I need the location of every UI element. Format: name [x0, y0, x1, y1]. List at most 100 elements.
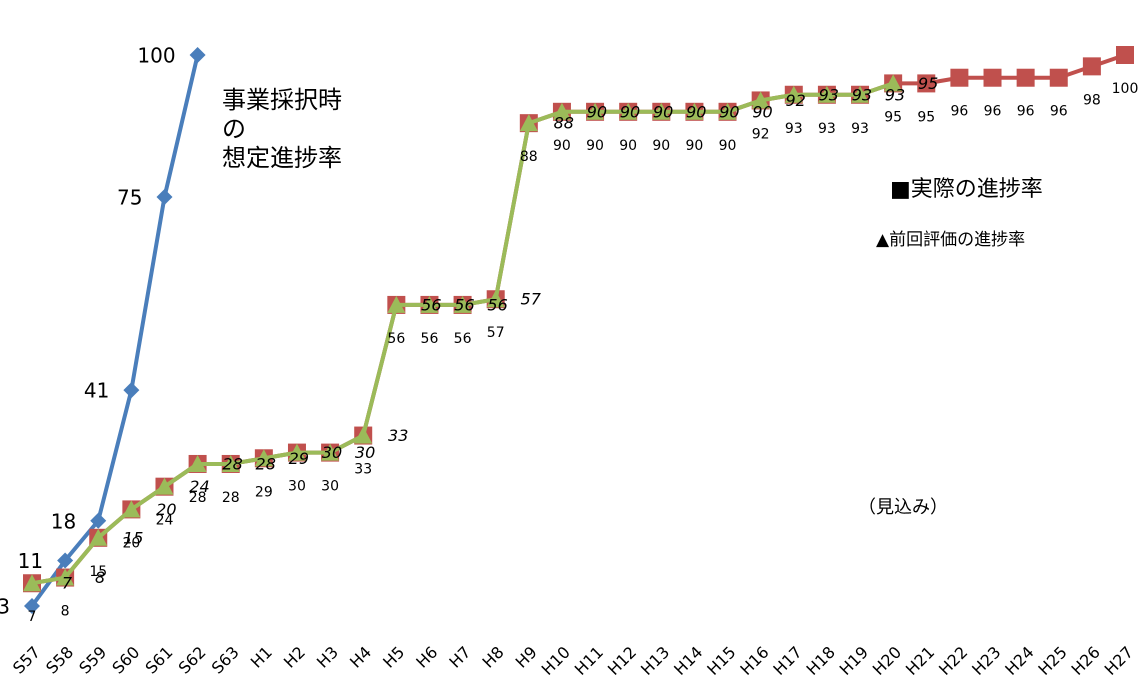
- x-tick-label: H13: [637, 643, 673, 679]
- point: [23, 574, 41, 592]
- x-tick-label: S63: [208, 643, 243, 678]
- x-tick-label: H24: [1001, 643, 1037, 679]
- data-label: 90: [719, 102, 739, 121]
- x-tick-label: H2: [280, 643, 309, 672]
- x-tick-label: H3: [313, 643, 342, 672]
- point: [751, 91, 770, 109]
- data-label: 98: [1083, 92, 1101, 108]
- point: [884, 74, 903, 92]
- x-tick-label: H16: [736, 643, 772, 679]
- annotation: （見込み）: [858, 497, 948, 518]
- point: [817, 85, 836, 103]
- data-label: 29: [255, 484, 273, 500]
- point: [718, 102, 737, 120]
- data-label: 20: [156, 500, 176, 519]
- data-label: 90: [652, 138, 670, 154]
- point: [387, 295, 406, 313]
- data-label: 24: [156, 513, 174, 529]
- data-label: 11: [18, 549, 43, 573]
- x-tick-label: H21: [902, 643, 938, 679]
- data-label: 56: [387, 331, 405, 347]
- x-tick-label: H19: [836, 643, 872, 679]
- x-tick-label: S57: [9, 643, 44, 678]
- data-label: 57: [521, 290, 542, 309]
- point: [420, 295, 439, 313]
- legend-actual: ■実際の進捗率: [890, 177, 1043, 202]
- data-label: 88: [554, 114, 574, 133]
- legend-planned: 事業採択時 の 想定進捗率: [222, 86, 342, 172]
- data-label: 15: [89, 564, 107, 580]
- point: [123, 382, 140, 399]
- x-tick-label: S60: [108, 643, 143, 678]
- point: [950, 68, 969, 87]
- data-label: 33: [388, 426, 408, 445]
- data-label: 15: [123, 528, 143, 547]
- data-label: 90: [752, 102, 772, 121]
- data-label: 56: [487, 295, 507, 314]
- point: [56, 568, 75, 586]
- data-label: 30: [288, 479, 306, 495]
- data-label: 95: [918, 74, 938, 93]
- point: [619, 102, 638, 120]
- x-tick-label: H1: [247, 643, 276, 672]
- data-label: 8: [61, 604, 70, 620]
- data-label: 30: [322, 443, 342, 462]
- point: [1049, 68, 1068, 87]
- legend-previous: ▲前回評価の進捗率: [876, 230, 1026, 250]
- data-label: 88: [520, 149, 538, 165]
- point: [685, 102, 704, 120]
- data-label: 93: [785, 121, 803, 137]
- point: [586, 102, 605, 120]
- point: [1016, 68, 1035, 87]
- point: [851, 85, 870, 103]
- x-tick-label: H7: [445, 643, 474, 672]
- data-label: 41: [84, 379, 109, 403]
- data-label: 93: [819, 85, 839, 104]
- data-label: 93: [851, 121, 869, 137]
- x-tick-label: S61: [141, 643, 176, 678]
- data-label: 75: [117, 186, 142, 210]
- point: [287, 443, 306, 461]
- data-label: 28: [189, 490, 207, 506]
- data-label: 56: [454, 331, 472, 347]
- point: [552, 102, 571, 120]
- data-label: 33: [354, 462, 372, 478]
- point: [24, 597, 40, 614]
- x-tick-label: H18: [803, 643, 839, 679]
- data-label: 90: [587, 102, 607, 121]
- x-tick-label: H17: [769, 643, 805, 679]
- data-label: 93: [852, 85, 872, 104]
- x-tick-label: H8: [479, 643, 508, 672]
- data-label: 90: [653, 102, 673, 121]
- point: [917, 74, 936, 93]
- data-label: 90: [619, 138, 637, 154]
- x-tick-label: H5: [379, 643, 408, 672]
- point: [321, 443, 340, 461]
- data-label: 56: [421, 295, 441, 314]
- data-label: 18: [51, 509, 76, 533]
- data-label: 24: [189, 477, 209, 496]
- x-tick-label: H14: [670, 643, 706, 679]
- x-tick-label: H9: [512, 643, 541, 672]
- x-tick-label: S58: [42, 643, 77, 678]
- data-label: 20: [122, 535, 140, 551]
- data-label: 92: [752, 126, 770, 142]
- point: [254, 449, 273, 467]
- x-tick-label: H27: [1101, 643, 1137, 679]
- point: [354, 426, 373, 444]
- x-tick-label: S62: [175, 643, 210, 678]
- data-label: 96: [950, 104, 968, 120]
- x-tick-label: H4: [346, 643, 375, 672]
- point: [221, 454, 240, 472]
- point: [156, 189, 173, 205]
- data-label: 92: [785, 91, 805, 110]
- point: [57, 552, 74, 569]
- data-label: 57: [487, 325, 505, 341]
- data-label: 100: [1112, 81, 1139, 97]
- point: [90, 512, 107, 529]
- data-label: 7: [62, 574, 73, 593]
- data-label: 56: [454, 295, 474, 314]
- point: [122, 500, 141, 518]
